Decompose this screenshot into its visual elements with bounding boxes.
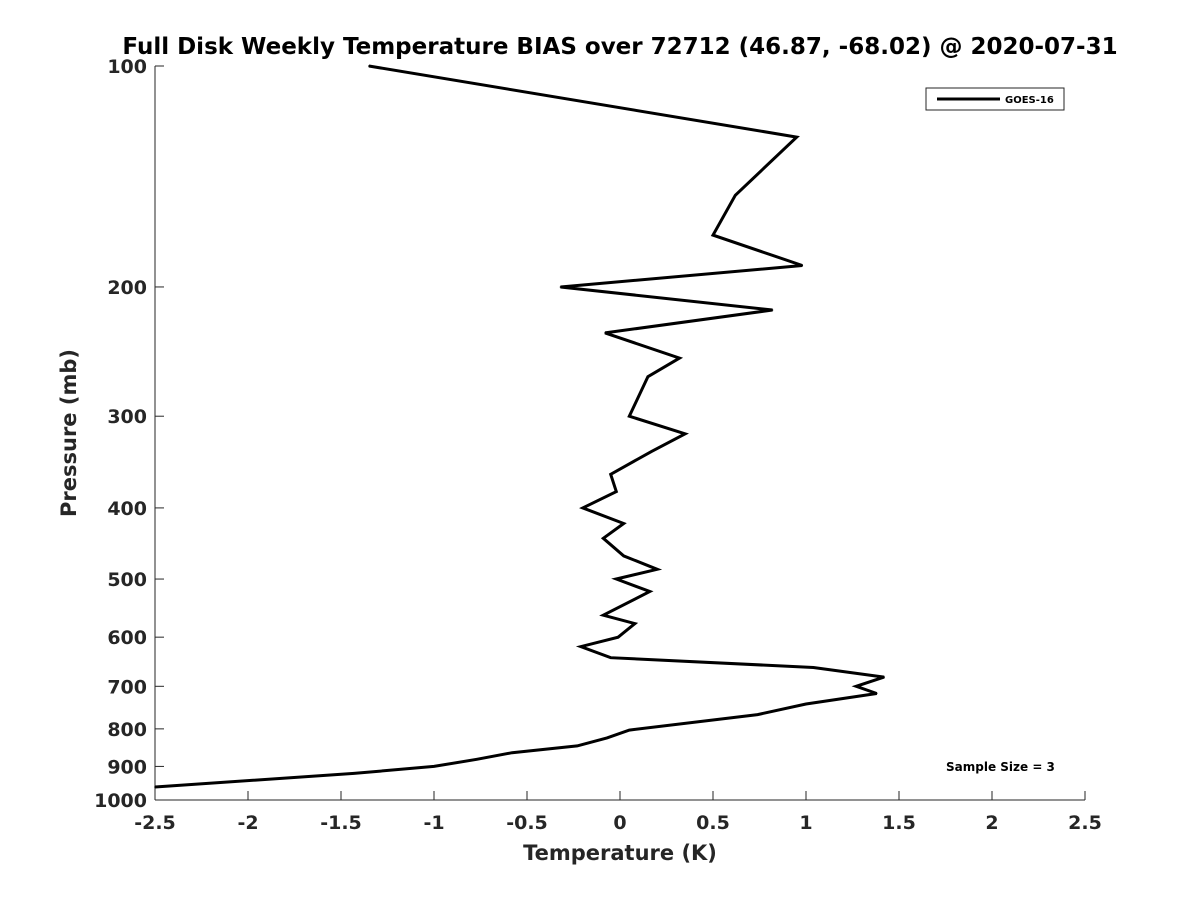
x-axis-label: Temperature (K) (523, 841, 717, 865)
x-tick-label: -1 (423, 812, 444, 834)
chart-title: Full Disk Weekly Temperature BIAS over 7… (122, 34, 1117, 60)
y-tick-label: 700 (107, 676, 147, 698)
x-tick-label: 0 (613, 812, 626, 834)
y-axis-label: Pressure (mb) (57, 349, 81, 517)
series-point (628, 729, 631, 731)
y-tick-label: 800 (107, 719, 147, 741)
series-point (582, 507, 584, 509)
y-tick-label: 200 (107, 277, 147, 299)
series-point (609, 656, 612, 659)
series-point (602, 537, 605, 540)
series-line-goes-16 (154, 64, 885, 789)
series-point (617, 636, 619, 638)
series-point (712, 234, 714, 236)
sample-size-annotation: Sample Size = 3 (946, 760, 1055, 774)
series-point (795, 136, 798, 138)
series-point (656, 568, 658, 571)
series-point (476, 758, 478, 761)
series-point (433, 765, 435, 768)
x-tick-label: -2 (237, 812, 258, 834)
plot-area: -2.5 -2 -1.5 -1 -0.5 0 0.5 1 1.5 2 2.5 100 200 300 40… (94, 56, 1102, 834)
series-point (559, 286, 562, 288)
series-point (606, 737, 608, 739)
legend-label-goes-16: GOES-16 (1005, 95, 1054, 106)
series-point (154, 786, 156, 788)
y-tick-label: 500 (107, 569, 147, 591)
series-point (678, 357, 681, 359)
x-axis-ticks: -2.5 -2 -1.5 -1 -0.5 0 0.5 1 1.5 2 2.5 (134, 791, 1102, 834)
series-point (647, 375, 649, 378)
legend: GOES-16 (925, 87, 1065, 111)
series-point (649, 590, 651, 593)
series-point (576, 745, 578, 747)
y-tick-label: 300 (107, 406, 147, 428)
series-point (812, 666, 815, 669)
x-tick-label: -1.5 (320, 812, 362, 834)
series-point (875, 692, 878, 695)
series-point (650, 450, 653, 453)
y-tick-label: 100 (107, 56, 147, 78)
series-point (353, 772, 355, 775)
series-point (883, 676, 885, 678)
series-point (771, 309, 774, 311)
series-point (604, 332, 606, 334)
x-tick-label: -2.5 (134, 812, 176, 834)
series-point (634, 622, 636, 625)
series-point (580, 645, 582, 648)
series-point (622, 522, 625, 525)
x-tick-label: 2.5 (1068, 812, 1102, 834)
y-axis-ticks: 100 200 300 400 500 600 700 800 900 1000 (94, 56, 164, 812)
y-tick-label: 400 (107, 498, 147, 520)
x-tick-label: 1 (799, 812, 812, 834)
series-layer (154, 64, 885, 789)
y-tick-label: 900 (107, 756, 147, 778)
series-point (368, 65, 370, 67)
series-point (684, 433, 686, 435)
series-point (602, 614, 605, 616)
series-point (628, 415, 631, 418)
series-point (855, 685, 857, 688)
series-point (734, 194, 737, 197)
series-point (801, 264, 804, 267)
series-point (511, 751, 513, 754)
y-tick-label: 600 (107, 627, 147, 649)
x-tick-label: 2 (985, 812, 998, 834)
x-tick-label: -0.5 (506, 812, 548, 834)
series-point (805, 703, 807, 705)
series-point (609, 473, 612, 476)
series-point (615, 578, 618, 580)
x-tick-label: 1.5 (882, 812, 916, 834)
series-point (756, 713, 759, 716)
series-point (622, 555, 625, 557)
y-tick-label: 1000 (94, 790, 147, 812)
x-tick-label: 0.5 (696, 812, 730, 834)
series-point (615, 490, 618, 493)
